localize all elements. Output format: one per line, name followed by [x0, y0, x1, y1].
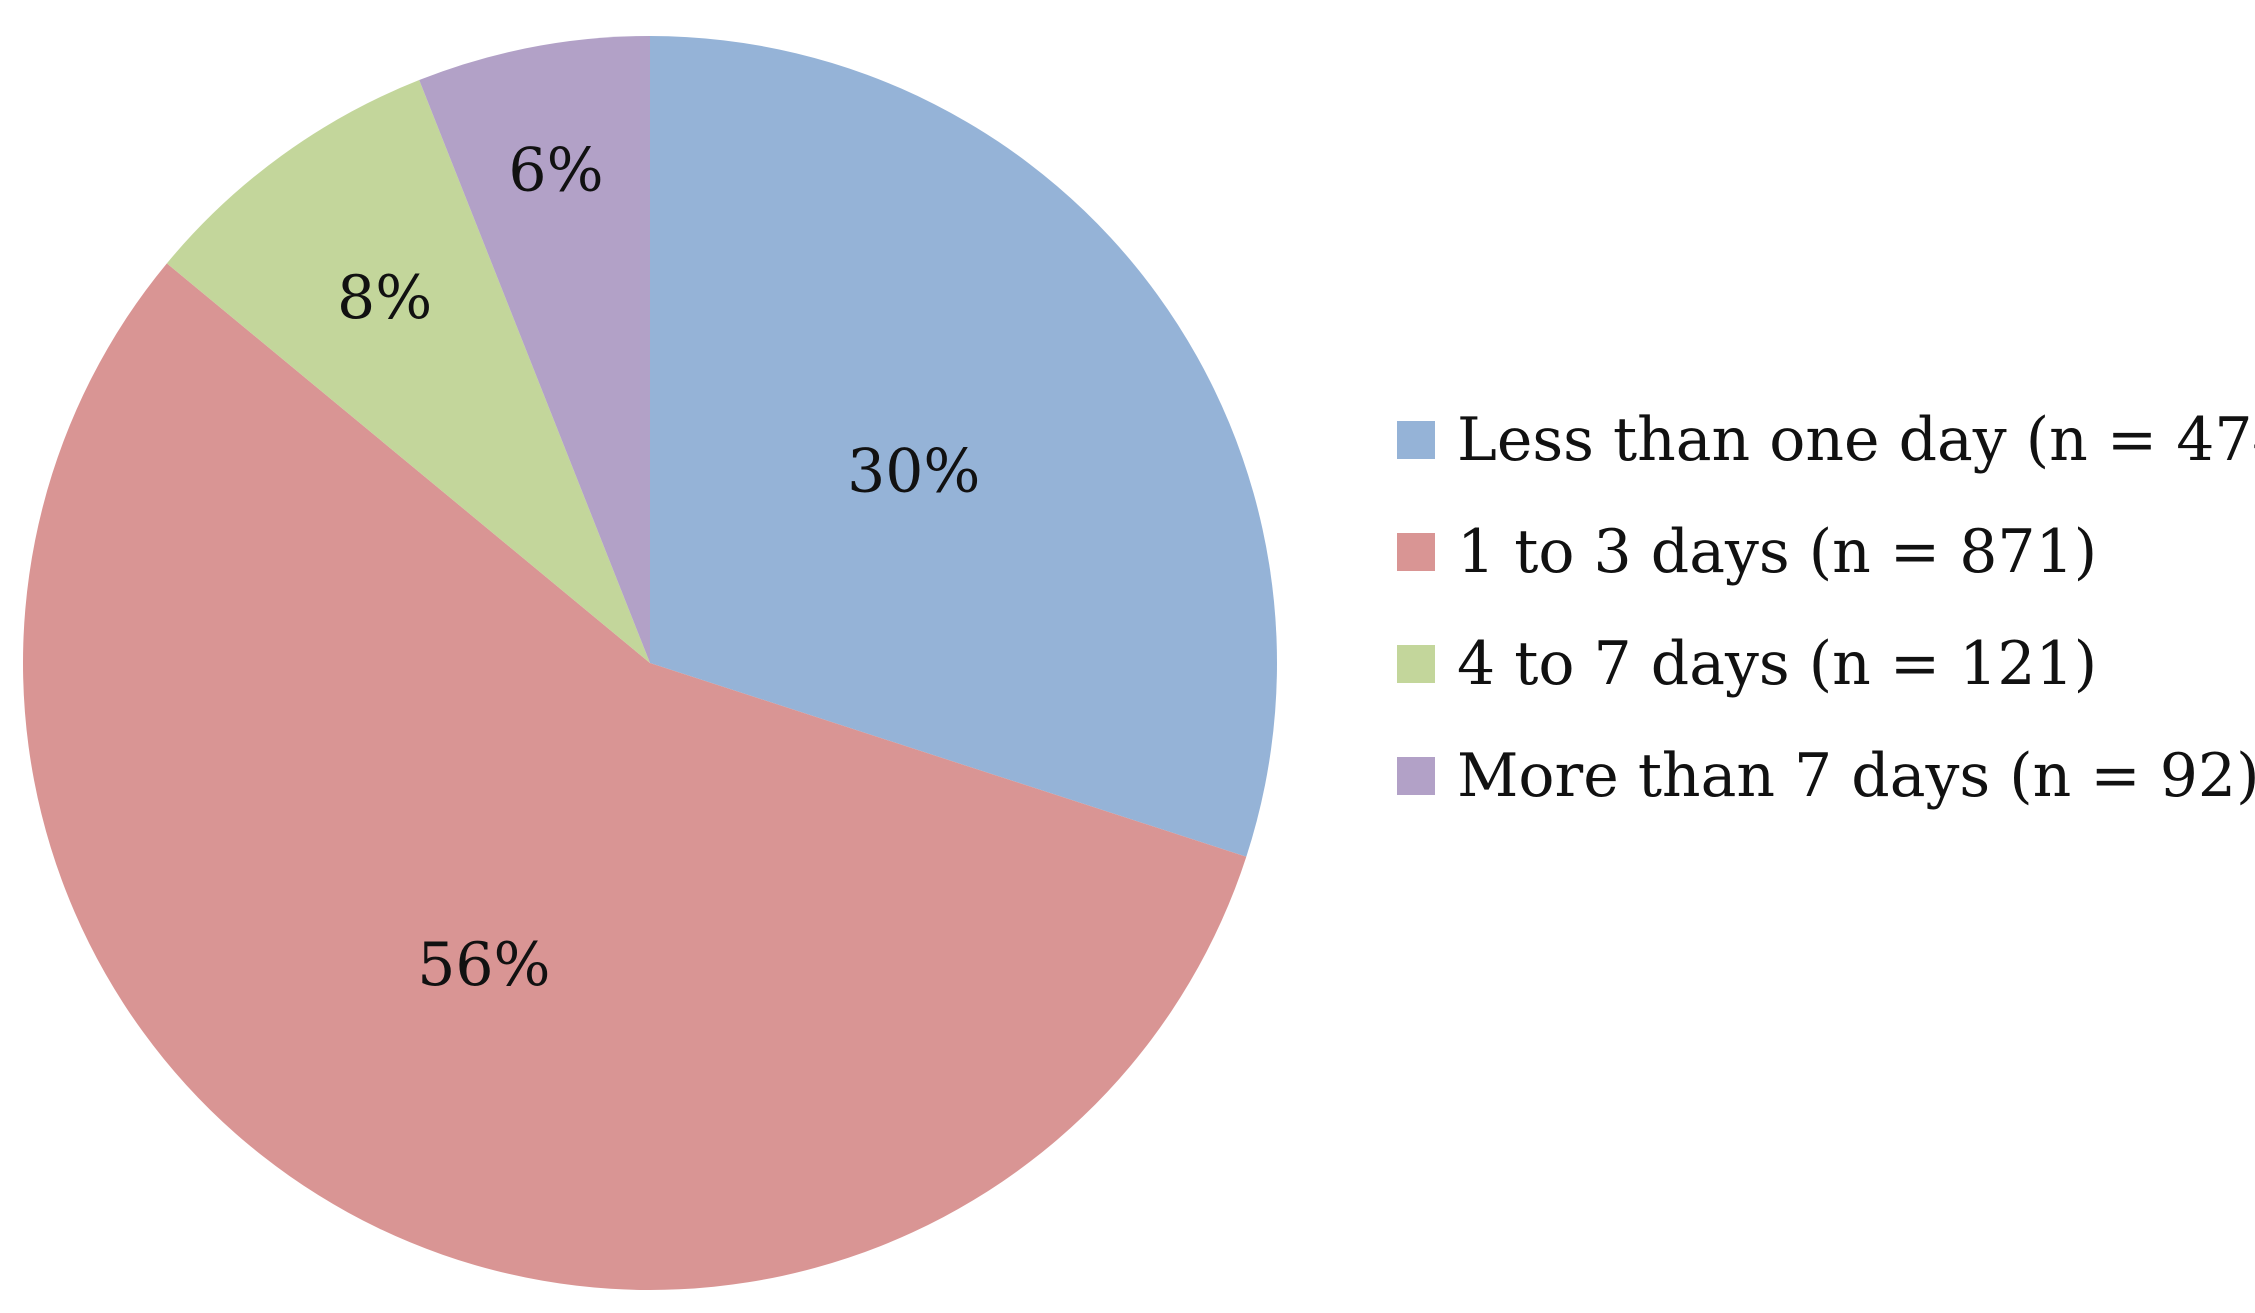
pie-slice-1-to-3-days — [22, 263, 1247, 1291]
legend-swatch — [1397, 757, 1435, 795]
pie-slice-4-to-7-days — [166, 80, 651, 663]
legend-swatch — [1397, 533, 1435, 571]
pie-slice-less-than-one-day — [650, 36, 1277, 857]
chart-legend: Less than one day (n = 474) 1 to 3 days (… — [1397, 405, 2255, 811]
slice-data-label: 8% — [337, 263, 432, 333]
legend-swatch — [1397, 645, 1435, 683]
pie-slice-more-than-7-days — [419, 36, 650, 663]
slice-data-label: 56% — [417, 930, 550, 1000]
legend-label: Less than one day (n = 474) — [1457, 405, 2255, 475]
legend-label: 4 to 7 days (n = 121) — [1457, 629, 2097, 699]
legend-label: More than 7 days (n = 92) — [1457, 741, 2255, 811]
legend-label: 1 to 3 days (n = 871) — [1457, 517, 2097, 587]
pie-slice-labels: 30% 56% 8% 6% — [337, 135, 980, 1000]
slice-data-label: 6% — [508, 135, 603, 205]
legend-swatch — [1397, 421, 1435, 459]
slice-data-label: 30% — [847, 436, 980, 506]
pie-slices — [22, 36, 1277, 1291]
